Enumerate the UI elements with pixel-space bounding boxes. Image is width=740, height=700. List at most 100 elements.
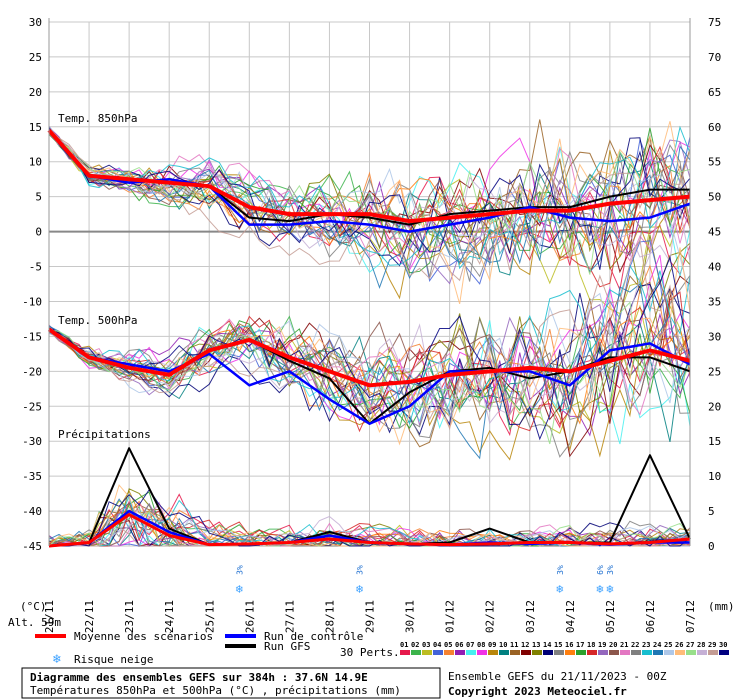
left-tick-label: 25 [29,51,42,64]
legend-control-label: Run de contrôle [264,630,363,643]
right-tick-label: 50 [708,191,721,204]
right-tick-label: 65 [708,86,721,99]
member-id: 20 [609,641,617,649]
member-line [48,330,691,430]
mean-line-t850 [47,128,691,224]
x-tick-label: 30/11 [404,600,417,633]
left-tick-label: 5 [35,191,42,204]
right-tick-label: 0 [708,540,715,553]
member-line [48,125,691,270]
x-axis-ticks: 21/11 22/11 23/11 24/11 25/11 26/11 27/11 28/11… [43,600,697,633]
member-swatch [620,650,630,655]
right-tick-label: 15 [708,435,721,448]
member-swatch [400,650,410,655]
member-id: 21 [620,641,628,649]
member-id: 06 [455,641,463,649]
member-swatch [664,650,674,655]
snowflake-icon: ❄ [356,582,363,596]
member-swatch [488,650,498,655]
member-id: 13 [532,641,540,649]
right-tick-label: 40 [708,261,721,274]
footer-box [21,667,441,699]
member-swatch [444,650,454,655]
member-swatch [455,650,465,655]
copyright: Copyright 2023 Meteociel.fr [448,685,627,698]
x-tick-label: 29/11 [364,600,377,633]
member-id: 22 [631,641,639,649]
left-tick-label: -20 [22,365,42,378]
main-series [47,128,691,548]
panel-label-t850: Temp. 850hPa [58,112,137,125]
member-line [48,282,691,460]
member-line [48,237,691,431]
snowflake-icon: ❄ [556,582,563,596]
member-swatch [532,650,542,655]
member-line [48,125,691,264]
member-id: 10 [499,641,507,649]
member-line [48,312,691,437]
member-id: 26 [675,641,683,649]
member-id: 01 [400,641,408,649]
x-tick-label: 22/11 [83,600,96,633]
run-info: Ensemble GEFS du 21/11/2023 - 00Z [448,670,667,683]
member-swatch [708,650,718,655]
left-tick-label: -40 [22,505,42,518]
member-id: 18 [587,641,595,649]
member-swatch [565,650,575,655]
member-swatch [521,650,531,655]
member-id-list: 01 02 03 04 05 06 07 08 09 10 11 12 13 14 15 16 17 18 19 20… [400,641,727,649]
snowflake-icon: ❄ [52,652,61,667]
member-swatch [587,650,597,655]
member-line [48,132,691,246]
snow-risk-pct: 3% [355,565,364,575]
member-id: 03 [422,641,430,649]
member-swatch [510,650,520,655]
member-swatch [477,650,487,655]
member-line [48,127,691,270]
member-id: 16 [565,641,573,649]
x-tick-label: 01/12 [444,600,457,633]
member-id: 23 [642,641,650,649]
left-axis-ticks: 30 25 20 15 10 5 0 -5 -10 -15 -20 -25 -30 -35 -40 -45 [22,16,42,553]
member-line [48,128,691,282]
member-line [48,125,691,289]
x-tick-label: 23/11 [123,600,136,633]
snow-risk-pct: 3% [235,565,244,575]
right-tick-label: 25 [708,365,721,378]
member-line [49,501,691,547]
right-axis-unit: (mm) [708,600,735,613]
right-tick-label: 20 [708,400,721,413]
snow-risk-pct: 3% [556,565,565,575]
member-swatch [422,650,432,655]
left-tick-label: -25 [22,400,42,413]
right-tick-label: 45 [708,226,721,239]
mean-line-precip [48,513,691,548]
left-tick-label: 0 [35,226,42,239]
x-tick-label: 07/12 [684,600,697,633]
altitude-label: Alt. 59m [8,616,61,629]
member-id: 12 [521,641,529,649]
member-line [48,292,691,415]
left-tick-label: -5 [29,261,42,274]
member-id: 15 [554,641,562,649]
control-line-t500 [48,328,691,425]
member-line [48,318,691,425]
snowflake-icon: ❄ [606,582,613,596]
x-tick-label: 21/11 [43,600,56,633]
member-id: 08 [477,641,485,649]
legend-snow-label: Risque neige [74,653,153,666]
chart-subtitle: Températures 850hPa et 500hPa (°C) , pré… [30,684,401,697]
legend-perts-label: 30 Perts. [340,646,400,659]
left-tick-label: 20 [29,86,42,99]
member-id: 14 [543,641,551,649]
member-id: 02 [411,641,419,649]
member-line [48,127,691,274]
left-axis-unit: (°C) [20,600,47,613]
right-tick-label: 30 [708,330,721,343]
member-swatch [631,650,641,655]
member-line [48,301,691,445]
x-tick-label: 28/11 [323,600,336,633]
right-tick-label: 5 [708,505,715,518]
x-tick-label: 05/12 [604,600,617,633]
